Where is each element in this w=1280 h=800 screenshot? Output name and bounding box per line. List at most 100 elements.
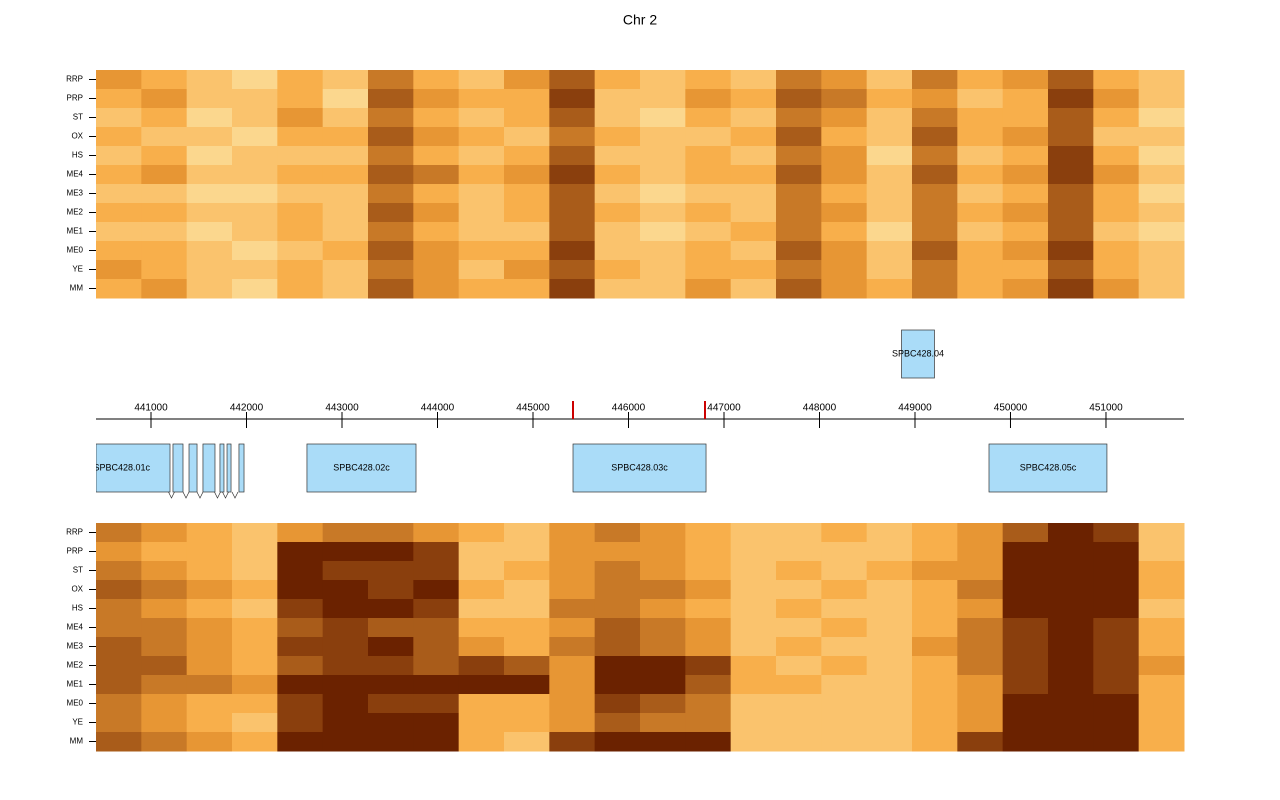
heat-cell xyxy=(1048,89,1094,109)
heat-cell xyxy=(277,203,324,223)
heat-cell xyxy=(277,713,324,733)
heat-cell xyxy=(141,599,188,619)
heat-cell xyxy=(141,146,188,166)
heat-cell xyxy=(232,222,278,242)
heat-cell xyxy=(957,127,1004,147)
heat-cell xyxy=(640,618,686,638)
heat-cell xyxy=(866,694,913,714)
heat-cell xyxy=(1138,637,1185,657)
exon xyxy=(96,443,171,493)
heat-cell xyxy=(685,70,732,90)
heat-cell xyxy=(1048,203,1094,223)
heat-cell xyxy=(776,222,822,242)
heat-cell xyxy=(413,618,460,638)
heat-cell xyxy=(1093,108,1140,128)
heat-cell xyxy=(1002,108,1049,128)
heat-cell xyxy=(776,127,822,147)
heat-cell xyxy=(186,694,233,714)
row-label: MM xyxy=(70,284,84,293)
heat-cell xyxy=(186,70,233,90)
heat-cell xyxy=(730,203,777,223)
heat-cell xyxy=(1138,542,1185,562)
heat-cell xyxy=(821,713,868,733)
heat-cell xyxy=(413,70,460,90)
heat-cell xyxy=(1093,222,1140,242)
heat-cell xyxy=(458,732,505,752)
heat-cell xyxy=(368,70,414,90)
heat-cell xyxy=(504,89,550,109)
heat-cell xyxy=(1048,146,1094,166)
row-label: ME2 xyxy=(67,208,84,217)
heat-cell xyxy=(821,260,868,280)
heat-cell xyxy=(504,580,550,600)
heat-cell xyxy=(458,523,505,543)
heat-cell xyxy=(413,89,460,109)
heat-cell xyxy=(96,146,142,166)
heat-cell xyxy=(458,108,505,128)
heat-cell xyxy=(186,580,233,600)
heat-cell xyxy=(594,127,641,147)
heat-cell xyxy=(458,694,505,714)
heat-cell xyxy=(776,203,822,223)
heat-cell xyxy=(1138,694,1185,714)
heat-cell xyxy=(1093,146,1140,166)
heat-cell xyxy=(685,694,732,714)
heat-cell xyxy=(685,523,732,543)
heat-cell xyxy=(821,241,868,261)
heat-cell xyxy=(912,618,958,638)
heat-cell xyxy=(912,637,958,657)
heat-cell xyxy=(549,146,596,166)
heat-cell xyxy=(821,618,868,638)
exon xyxy=(172,443,184,493)
heat-cell xyxy=(640,89,686,109)
heat-cell xyxy=(277,637,324,657)
heat-cell xyxy=(685,656,732,676)
heat-cell xyxy=(730,637,777,657)
heat-cell xyxy=(549,637,596,657)
heat-cell xyxy=(413,184,460,204)
heat-cell xyxy=(1138,184,1185,204)
heat-cell xyxy=(640,184,686,204)
heat-cell xyxy=(912,241,958,261)
heat-cell xyxy=(277,260,324,280)
heat-cell xyxy=(640,146,686,166)
heat-cell xyxy=(1002,146,1049,166)
heat-cell xyxy=(322,165,369,185)
heat-cell xyxy=(232,70,278,90)
heat-cell xyxy=(957,70,1004,90)
heat-cell xyxy=(821,70,868,90)
gene-label: SPBC428.02c xyxy=(333,462,390,472)
heat-cell xyxy=(912,523,958,543)
heat-cell xyxy=(368,561,414,581)
heat-cell xyxy=(96,732,142,752)
heat-cell xyxy=(549,241,596,261)
heat-cell xyxy=(1138,618,1185,638)
heat-cell xyxy=(866,580,913,600)
heat-cell xyxy=(232,241,278,261)
heat-cell xyxy=(730,108,777,128)
heat-cell xyxy=(640,656,686,676)
heat-cell xyxy=(504,542,550,562)
heat-cell xyxy=(96,618,142,638)
heat-cell xyxy=(368,241,414,261)
heat-cell xyxy=(685,732,732,752)
row-label: ME4 xyxy=(67,623,84,632)
heat-cell xyxy=(776,523,822,543)
row-label: ME4 xyxy=(67,170,84,179)
heat-cell xyxy=(186,561,233,581)
heat-cell xyxy=(821,580,868,600)
heat-cell xyxy=(640,713,686,733)
heat-cell xyxy=(685,165,732,185)
exon xyxy=(226,443,232,493)
heat-cell xyxy=(549,127,596,147)
heat-cell xyxy=(1002,241,1049,261)
heat-cell xyxy=(186,165,233,185)
heat-cell xyxy=(186,222,233,242)
heat-cell xyxy=(504,127,550,147)
heat-cell xyxy=(730,656,777,676)
heat-cell xyxy=(957,184,1004,204)
heat-cell xyxy=(1093,732,1140,752)
heat-cell xyxy=(1002,580,1049,600)
heat-cell xyxy=(504,222,550,242)
